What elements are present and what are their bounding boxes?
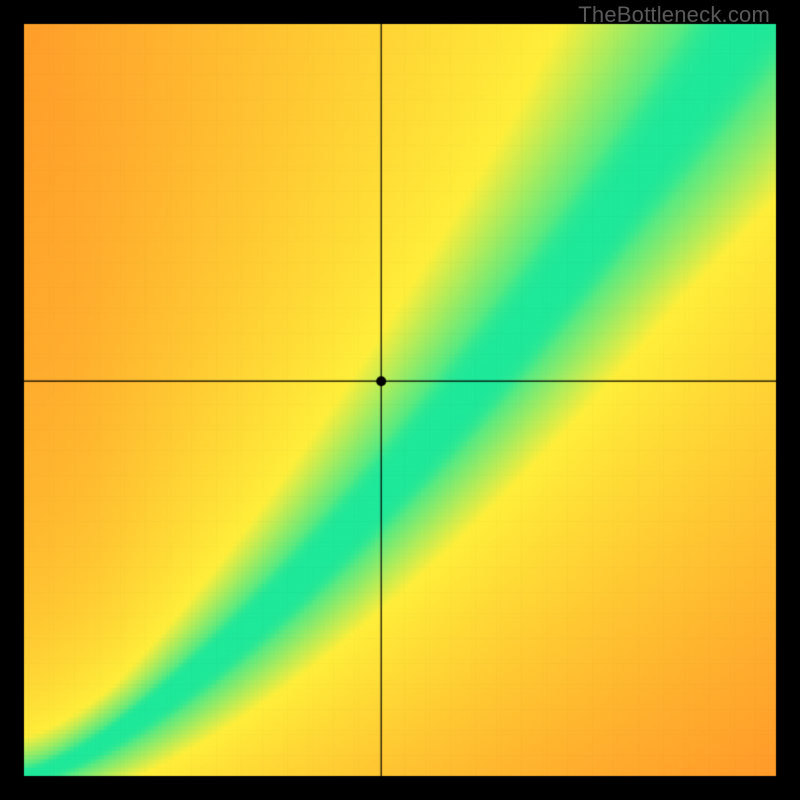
watermark-text: TheBottleneck.com — [578, 2, 770, 28]
chart-container: TheBottleneck.com — [0, 0, 800, 800]
heatmap-canvas — [0, 0, 800, 800]
